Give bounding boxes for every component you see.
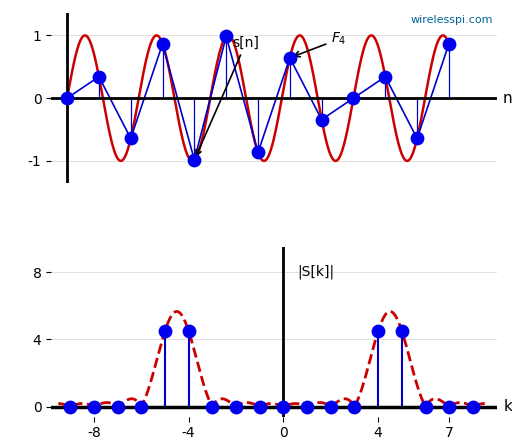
Text: |S[k]|: |S[k]| [297, 264, 335, 279]
Point [381, 73, 389, 80]
Point [190, 156, 199, 164]
Point [445, 40, 453, 47]
Point [161, 327, 169, 335]
Point [232, 403, 240, 410]
Point [349, 95, 357, 102]
Point [63, 95, 71, 102]
Point [303, 403, 311, 410]
Point [114, 403, 122, 410]
Point [254, 149, 262, 156]
Point [137, 403, 145, 410]
Text: $F_4$: $F_4$ [294, 31, 347, 57]
Point [184, 327, 193, 335]
Point [286, 54, 294, 61]
Point [398, 327, 406, 335]
Point [66, 403, 74, 410]
Point [255, 403, 264, 410]
Point [208, 403, 217, 410]
Text: k: k [504, 399, 512, 414]
Text: wirelesspi.com: wirelesspi.com [411, 15, 494, 26]
Point [350, 403, 358, 410]
Point [222, 33, 230, 40]
Text: s[n]: s[n] [196, 36, 260, 156]
Point [317, 116, 326, 123]
Point [374, 327, 382, 335]
Point [445, 403, 453, 410]
Point [90, 403, 98, 410]
Text: n: n [503, 90, 512, 106]
Point [421, 403, 430, 410]
Point [280, 403, 288, 410]
Point [469, 403, 477, 410]
Point [327, 403, 335, 410]
Point [413, 135, 421, 142]
Point [95, 73, 103, 80]
Point [159, 40, 167, 47]
Point [126, 135, 135, 142]
